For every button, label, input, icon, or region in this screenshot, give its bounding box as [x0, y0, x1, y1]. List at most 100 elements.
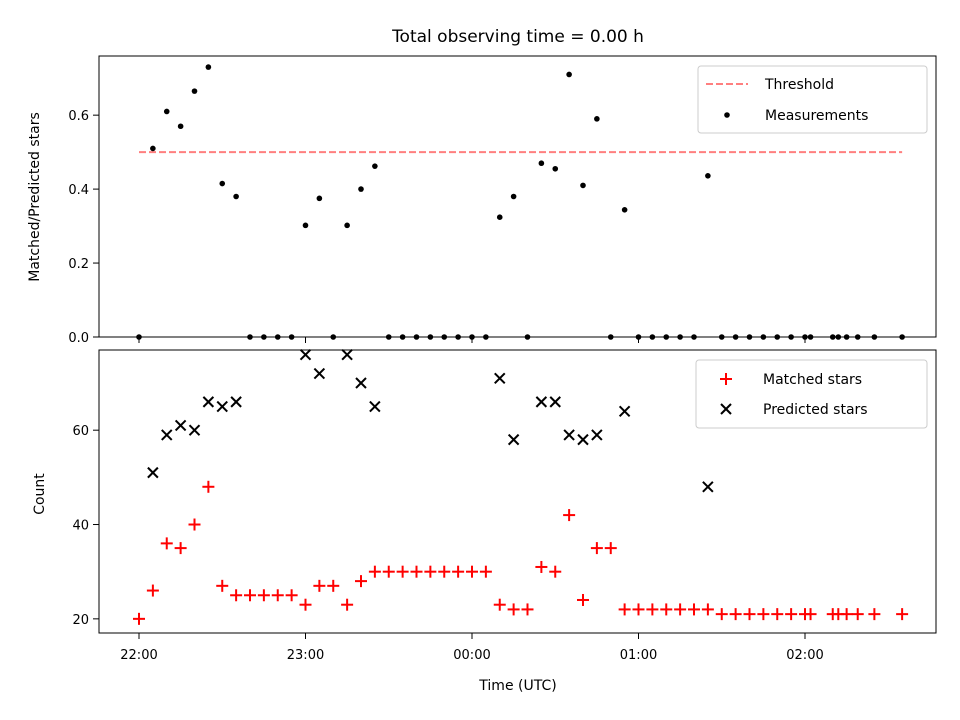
measurement-point [677, 334, 683, 340]
matched-star-point [410, 565, 423, 578]
measurement-point [288, 334, 295, 340]
matched-star-point [535, 560, 548, 573]
matched-star-point [257, 589, 270, 602]
predicted-star-point [188, 424, 201, 436]
x-tick-label: 00:00 [453, 648, 490, 663]
counts-y-axis: 20 40 60 [72, 424, 99, 628]
measurement-point [316, 195, 323, 202]
counts-legend: Matched stars Predicted stars [695, 359, 928, 429]
matched-star-point [757, 608, 770, 621]
predicted-star-point [563, 429, 575, 441]
matched-star-point [632, 603, 645, 616]
predicted-star-point [618, 405, 631, 418]
measurement-point [835, 334, 842, 340]
matched-star-point [202, 480, 215, 493]
y-tick-label: 0.4 [68, 183, 89, 198]
matched-star-point [479, 565, 492, 578]
matched-star-point [674, 603, 687, 616]
measurement-point [607, 334, 614, 340]
predicted-star-point [549, 396, 561, 408]
ratio-y-axis-label: Matched/Predicted stars [27, 112, 43, 282]
measurement-point [344, 222, 350, 229]
counts-plot-area [98, 349, 937, 634]
measurement-point [705, 172, 711, 179]
counts-x-axis: 22:00 23:00 00:00 01:00 02:00 [120, 633, 824, 663]
measurement-point [427, 334, 434, 340]
matched-star-point [701, 603, 714, 616]
measurement-point [802, 334, 808, 340]
predicted-legend-label: Predicted stars [763, 402, 868, 418]
measurement-point [247, 334, 253, 340]
x-axis-label: Time (UTC) [478, 678, 556, 694]
matched-star-point [604, 542, 617, 555]
predicted-star-point [355, 377, 367, 389]
matched-star-point [146, 584, 159, 597]
matched-star-point [368, 565, 381, 578]
matched-star-point [271, 589, 284, 602]
measurement-point [150, 145, 156, 152]
measurement-point [649, 334, 656, 340]
predicted-star-point [313, 367, 326, 380]
predicted-star-point [494, 372, 506, 385]
matched-star-point [452, 565, 465, 578]
measurement-point [330, 334, 337, 340]
measurement-point [372, 163, 378, 169]
matched-star-point [382, 565, 395, 578]
matched-star-point [840, 608, 853, 621]
measurement-point [774, 334, 781, 340]
matched-star-point [590, 542, 603, 555]
measurement-point [843, 334, 850, 340]
matched-star-point [216, 579, 229, 592]
matched-star-point [188, 518, 201, 531]
measurement-point [177, 123, 184, 130]
predicted-star-point [507, 433, 520, 446]
y-tick-label: 20 [72, 613, 89, 628]
measurement-point [191, 88, 198, 94]
predicted-star-point [147, 466, 159, 479]
y-tick-label: 0.0 [68, 331, 89, 346]
predicted-star-point [591, 429, 603, 441]
matched-star-point [133, 612, 145, 625]
x-tick-label: 23:00 [287, 648, 324, 663]
measurement-point [732, 334, 739, 340]
measurement-point [163, 108, 170, 115]
matched-star-point [851, 608, 864, 621]
predicted-legend-swatch [720, 403, 732, 415]
measurement-point [219, 180, 226, 187]
measurement-point [829, 334, 836, 340]
measurement-point [233, 193, 239, 200]
predicted-star-point [369, 400, 381, 413]
matched-star-point [577, 593, 589, 606]
matched-star-point [563, 509, 576, 522]
measurement-point [469, 334, 475, 340]
measurement-point [413, 334, 420, 340]
x-tick-label: 01:00 [620, 648, 657, 663]
counts-y-axis-label: Count [32, 473, 48, 515]
matched-star-point [618, 603, 631, 616]
legend-box [697, 65, 928, 134]
matched-star-point [868, 608, 881, 621]
measurement-point [580, 182, 586, 189]
matched-star-point [424, 565, 437, 578]
measurement-point [524, 334, 531, 340]
matched-star-point [688, 603, 700, 616]
counts-chart: 20 40 60 22:00 23:00 00:00 01:00 02:00 Count T… [32, 349, 937, 694]
measurement-point [136, 334, 142, 340]
matched-star-point [715, 608, 728, 621]
measurement-point [635, 334, 642, 340]
matched-star-point [438, 565, 451, 578]
measurement-point [899, 334, 905, 340]
matched-star-point [493, 598, 506, 611]
measurement-point [302, 222, 309, 229]
matched-star-point [896, 608, 909, 621]
matched-star-point [771, 608, 784, 621]
matched-star-point [341, 598, 354, 611]
matched-star-point [313, 579, 326, 592]
predicted-star-point [161, 429, 173, 441]
matched-star-point [804, 608, 817, 621]
matched-legend-label: Matched stars [763, 372, 862, 388]
measurement-point [274, 334, 281, 340]
predicted-star-point [341, 349, 353, 361]
matched-star-point [507, 603, 520, 616]
